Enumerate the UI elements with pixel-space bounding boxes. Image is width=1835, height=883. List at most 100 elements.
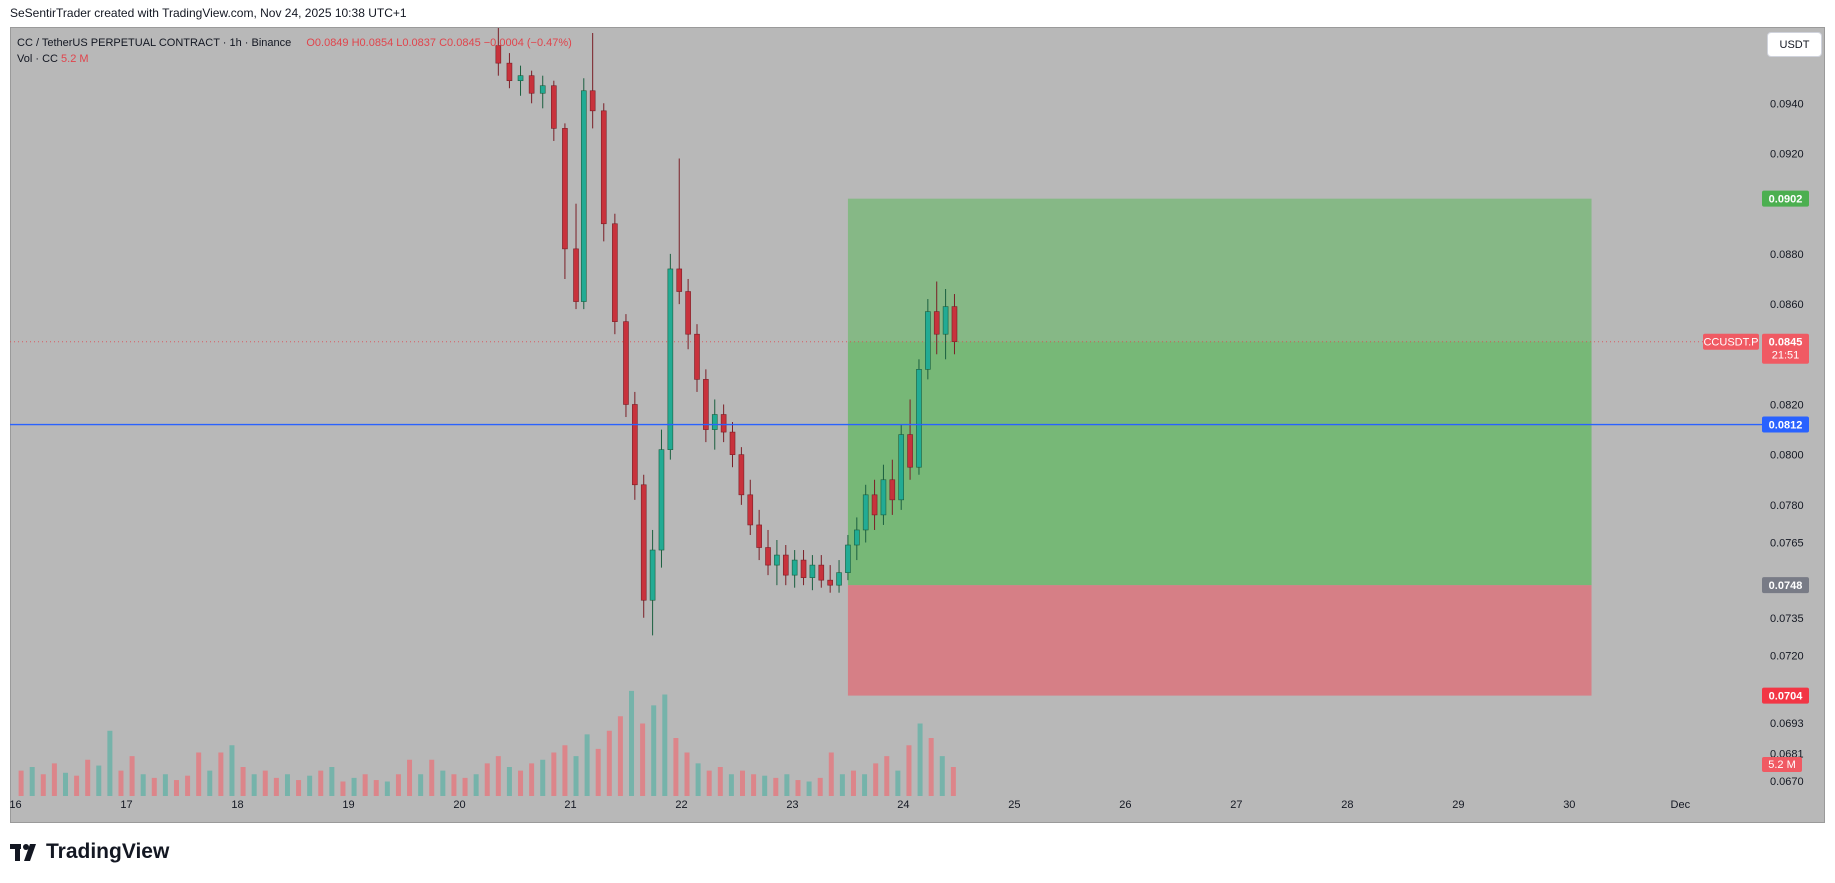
x-axis-tick-label: 27 [1230, 799, 1242, 811]
volume-bar [351, 777, 357, 796]
volume-bar [185, 775, 191, 796]
x-axis-tick-label: 23 [786, 799, 798, 811]
candle-body [506, 62, 513, 82]
volume-bar [451, 774, 457, 796]
last-price-label: 0.0845 [1769, 337, 1803, 349]
currency-button[interactable]: USDT [1767, 32, 1822, 57]
volume-bar [518, 770, 524, 796]
volume-bar [939, 756, 945, 796]
candle-body [623, 321, 629, 405]
volume-bar [795, 780, 801, 796]
candle-body [845, 544, 851, 573]
y-axis-tick-label: 0.0860 [1770, 299, 1804, 311]
volume-bar [495, 756, 501, 796]
y-axis-tick-label: 0.0800 [1770, 450, 1804, 462]
symbol-legend: CC / TetherUS PERPETUAL CONTRACT · 1h · … [17, 35, 572, 67]
last-price-tag-bg [1762, 333, 1809, 364]
candle-body [898, 434, 905, 501]
volume-legend-label[interactable]: Vol · CC [17, 53, 58, 65]
candle-body [907, 434, 913, 468]
volume-bar [695, 763, 701, 796]
y-axis-tick-label: 0.0920 [1770, 148, 1804, 160]
volume-bar [950, 767, 956, 796]
volume-bar [51, 763, 57, 796]
volume-bar [29, 767, 35, 796]
volume-bar [573, 756, 579, 796]
volume-bar [717, 767, 723, 796]
symbol-price-tag: CCUSDT.P [1703, 337, 1758, 349]
volume-bar [395, 774, 401, 796]
x-axis-tick-label: 21 [564, 799, 576, 811]
volume-bar [307, 775, 313, 796]
volume-bar [739, 770, 745, 796]
candle-body [711, 414, 718, 430]
volume-bar [506, 767, 512, 796]
candle-body [573, 248, 579, 302]
x-axis-tick-label: 29 [1452, 799, 1464, 811]
volume-tag-bg [1762, 757, 1802, 772]
x-axis-tick-label: 28 [1341, 799, 1353, 811]
volume-bar [407, 759, 413, 796]
volume-bar [362, 774, 368, 796]
x-axis-tick-label: 25 [1008, 799, 1020, 811]
volume-bar [284, 774, 290, 796]
volume-bar [440, 770, 446, 796]
volume-bar [640, 723, 646, 796]
volume-bar [529, 763, 535, 796]
entry-price-label: 0.0748 [1769, 580, 1803, 592]
volume-bar [806, 781, 812, 796]
tradingview-logo[interactable]: TradingView [10, 840, 169, 864]
volume-bar [96, 765, 102, 796]
stop-loss-price-label-bg [1762, 687, 1809, 704]
volume-bar [773, 777, 779, 796]
candle-body [880, 479, 887, 516]
candle-body [925, 311, 931, 370]
horizontal-line-price-label-bg [1762, 416, 1809, 433]
candle-body [871, 494, 878, 516]
symbol-title[interactable]: CC / TetherUS PERPETUAL CONTRACT · 1h · … [17, 37, 292, 49]
volume-bar [218, 752, 224, 796]
candle-body [818, 564, 825, 581]
candle-body [951, 306, 958, 343]
volume-bar [873, 763, 879, 796]
ohlc-low: L0.0837 [396, 37, 437, 49]
candle-body [809, 564, 816, 578]
candle-body [703, 379, 709, 430]
volume-bar [684, 752, 690, 796]
y-axis-tick-label: 0.0940 [1770, 98, 1804, 110]
volume-bar [606, 730, 612, 796]
candle-body [612, 223, 618, 322]
candle-body [765, 547, 771, 566]
volume-bar [562, 745, 568, 796]
take-profit-price-label-bg [1762, 190, 1809, 207]
candle-body [694, 333, 700, 380]
volume-legend-value: 5.2 M [61, 53, 89, 65]
volume-bar [595, 748, 601, 796]
volume-bar [817, 777, 823, 796]
volume-bar [584, 734, 590, 796]
candle-body [774, 554, 780, 566]
take-profit-filled-zone [847, 341, 1592, 586]
volume-bar [240, 767, 246, 796]
volume-bar [384, 781, 390, 796]
volume-bar [140, 774, 146, 796]
volume-bar [129, 756, 135, 796]
volume-bar [118, 770, 124, 796]
volume-bar [928, 738, 934, 796]
y-axis-tick-label: 0.0780 [1770, 500, 1804, 512]
volume-bar [629, 690, 635, 796]
volume-bar [207, 770, 213, 796]
ohlc-close: C0.0845 [439, 37, 481, 49]
candle-body [495, 45, 502, 64]
volume-bar [473, 774, 479, 796]
y-axis-tick-label: 0.0735 [1770, 613, 1804, 625]
candle-body [551, 85, 557, 129]
brand-name: TradingView [46, 840, 170, 863]
bar-countdown-label: 21:51 [1772, 350, 1800, 362]
candle-body [729, 431, 736, 455]
volume-bar [196, 752, 202, 796]
volume-bar [62, 772, 68, 796]
volume-bar [40, 774, 46, 796]
candle-body [658, 449, 665, 551]
